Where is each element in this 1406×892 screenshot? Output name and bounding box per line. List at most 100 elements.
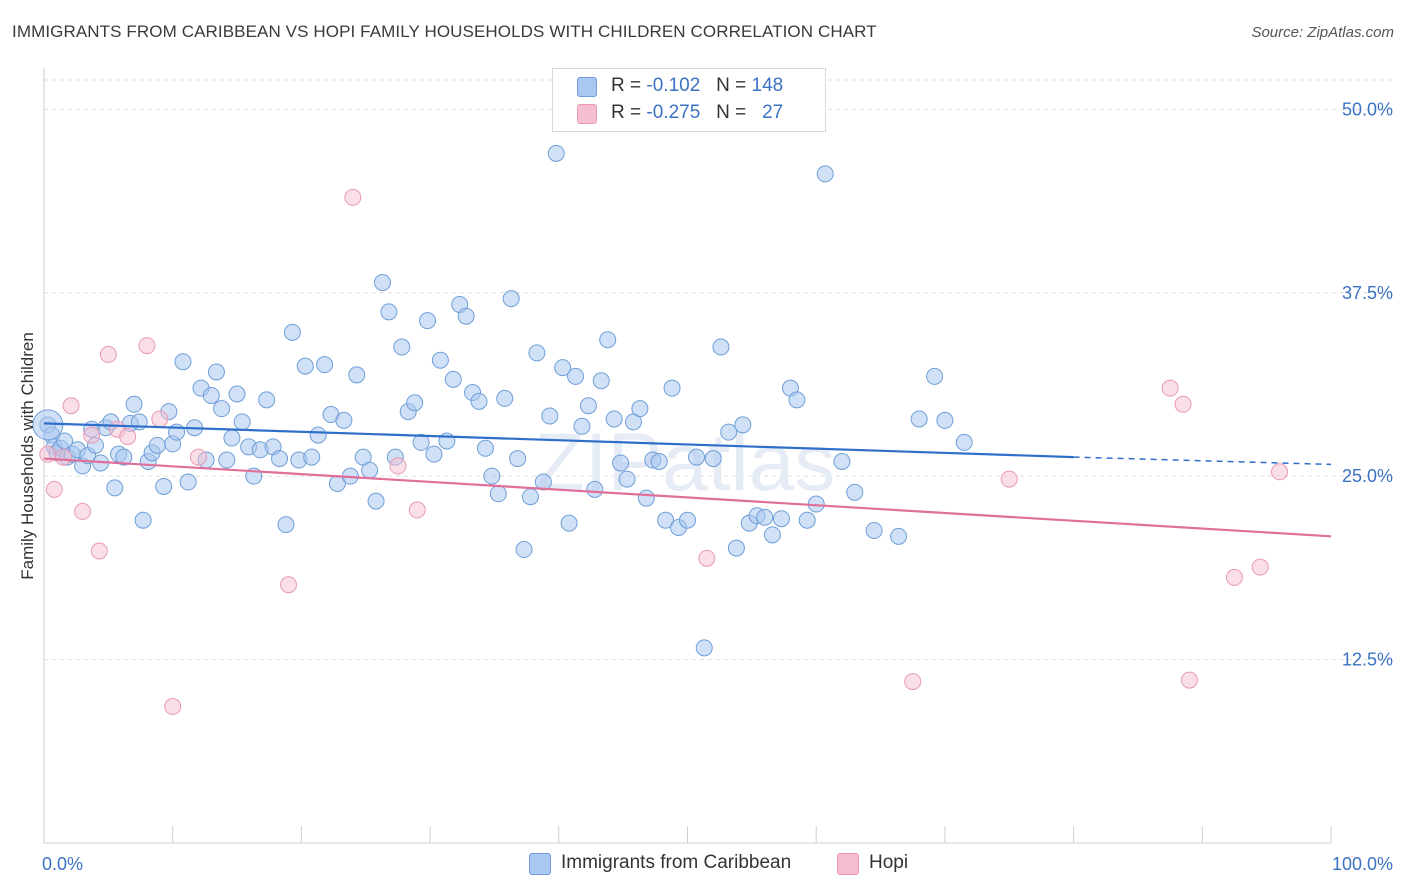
point-caribbean [846,483,864,501]
point-hopi [1180,671,1198,689]
point-caribbean [560,514,578,532]
point-caribbean [296,357,314,375]
point-caribbean [367,492,385,510]
point-caribbean [612,454,630,472]
point-caribbean [704,450,722,468]
point-caribbean [936,411,954,429]
point-caribbean [788,391,806,409]
point-caribbean [534,473,552,491]
point-caribbean [283,323,301,341]
point-caribbean [174,353,192,371]
point-caribbean [521,488,539,506]
legend: R = -0.102 N = 148 R = -0.275 N = 27 [552,68,826,132]
point-caribbean [496,389,514,407]
point-caribbean [541,407,559,425]
point-hopi [1225,568,1243,586]
point-caribbean [816,165,834,183]
point-caribbean [348,366,366,384]
point-caribbean [316,356,334,374]
point-caribbean [202,386,220,404]
trend-line-caribbean [43,422,1074,459]
point-caribbean [547,144,565,162]
point-caribbean [650,453,668,470]
point-caribbean [910,410,928,428]
point-caribbean [179,473,197,491]
point-caribbean [712,338,730,356]
point-caribbean [833,453,851,470]
legend-r-label: R = [611,102,642,123]
legend-swatch-hopi [577,104,597,124]
legend-swatch-caribbean [577,77,597,97]
point-hopi [1271,463,1289,481]
bottom-legend-label-hopi: Hopi [869,852,909,873]
point-caribbean [271,450,289,468]
bottom-legend-swatch-caribbean [529,853,551,875]
point-caribbean [592,372,610,390]
y-tick-label: 12.5% [1342,650,1393,670]
point-caribbean [483,467,501,485]
point-hopi [151,410,169,428]
bottom-legend-swatch-hopi [837,853,859,875]
point-hopi [54,448,72,466]
point-caribbean [695,639,713,657]
legend-r-label: R = [611,75,642,96]
point-caribbean [457,307,475,325]
y-tick-label: 37.5% [1342,283,1393,303]
point-caribbean [228,385,246,403]
point-hopi [280,576,298,594]
point-caribbean [393,338,411,356]
point-hopi [1174,395,1192,413]
point-caribbean [148,436,166,454]
y-axis-label: Family Households with Children [18,332,37,580]
point-caribbean [567,367,585,385]
point-hopi [45,480,63,498]
point-caribbean [756,508,774,526]
chart-title: IMMIGRANTS FROM CARIBBEAN VS HOPI FAMILY… [12,22,877,41]
point-hopi [138,337,156,355]
point-caribbean [502,290,520,308]
point-caribbean [134,511,152,529]
point-caribbean [489,485,507,503]
point-caribbean [115,448,133,466]
point-caribbean [599,331,617,349]
point-caribbean [955,433,973,451]
point-caribbean [303,448,321,466]
point-hopi [389,457,407,475]
legend-n-label: N = [716,102,747,123]
trend-line-caribbean-extension [1073,456,1332,466]
point-hopi [99,345,117,363]
grid-lines [44,79,1392,661]
point-caribbean [233,413,251,431]
point-hopi [408,501,426,519]
point-caribbean [444,370,462,388]
point-hopi [904,673,922,691]
point-caribbean [223,429,241,447]
point-caribbean [605,410,623,428]
point-caribbean [515,541,533,559]
point-hopi [90,542,108,560]
series-hopi-points [39,188,1289,716]
point-caribbean [618,470,636,488]
trend-line-hopi [43,457,1332,538]
point-caribbean [258,391,276,409]
point-caribbean [373,273,391,291]
legend-r-caribbean: -0.102 [646,75,701,96]
x-tick-label: 100.0% [1332,854,1393,874]
point-caribbean [890,527,908,545]
point-caribbean [207,363,225,381]
point-caribbean [335,411,353,429]
x-tick-labels: 0.0% 100.0% [42,854,1393,874]
y-tick-labels: 12.5% 25.0% 37.5% 50.0% [1342,99,1393,669]
point-caribbean [431,351,449,369]
point-caribbean [218,451,236,469]
point-caribbean [631,400,649,418]
point-caribbean [406,394,424,412]
point-caribbean [125,395,143,413]
point-hopi [119,428,137,446]
y-tick-label: 25.0% [1342,466,1393,486]
bottom-legend-label-caribbean: Immigrants from Caribbean [561,852,792,873]
point-caribbean [155,477,173,495]
point-caribbean [470,392,488,410]
point-caribbean [663,379,681,397]
point-caribbean [586,480,604,498]
